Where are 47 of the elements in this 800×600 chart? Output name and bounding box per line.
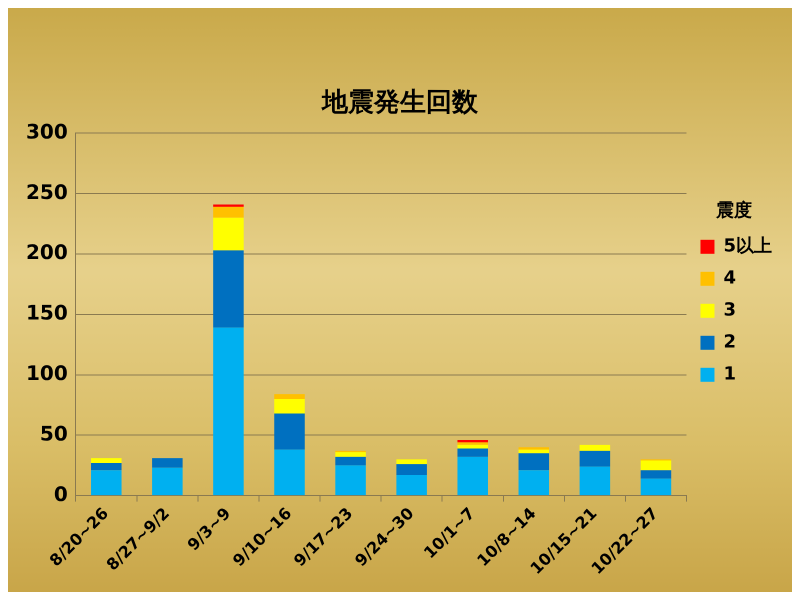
legend-label: 5以上 xyxy=(723,235,772,256)
bar xyxy=(91,462,122,470)
bar xyxy=(213,218,244,250)
y-tick-label: 150 xyxy=(26,300,68,325)
bar xyxy=(152,458,183,468)
y-tick-label: 50 xyxy=(40,421,68,446)
bar xyxy=(457,444,488,448)
bar xyxy=(640,470,672,479)
bar xyxy=(580,450,610,467)
bar xyxy=(457,456,488,496)
legend-title: 震度 xyxy=(715,200,752,221)
legend-label: 2 xyxy=(723,331,736,352)
chart-title: 地震発生回数 xyxy=(321,87,479,118)
bar xyxy=(213,250,244,328)
bar xyxy=(580,466,610,496)
y-tick-label: 200 xyxy=(26,240,68,264)
y-tick-label: 100 xyxy=(26,360,68,385)
bar xyxy=(396,475,427,496)
bar xyxy=(213,204,244,207)
y-tick-label: 0 xyxy=(54,482,68,506)
bar xyxy=(213,206,244,218)
bar xyxy=(91,470,122,496)
bar xyxy=(396,464,427,476)
legend-label: 4 xyxy=(723,267,736,288)
bar xyxy=(457,448,488,457)
legend-label: 1 xyxy=(723,363,736,384)
bar xyxy=(274,394,305,399)
bar xyxy=(274,398,305,414)
bar xyxy=(335,452,366,457)
bar xyxy=(396,459,427,464)
bar xyxy=(518,453,550,470)
bar xyxy=(518,450,550,454)
bar xyxy=(335,456,366,466)
bar xyxy=(580,444,610,451)
y-tick-label: 250 xyxy=(26,180,68,204)
legend-label: 3 xyxy=(723,299,736,320)
y-tick-label: 300 xyxy=(26,119,68,144)
bar xyxy=(640,478,672,496)
bar xyxy=(213,328,244,496)
bar xyxy=(335,465,366,496)
bar xyxy=(152,468,183,496)
bar xyxy=(274,413,305,450)
bar xyxy=(91,458,122,463)
bar xyxy=(274,450,305,496)
bar xyxy=(518,470,550,496)
bar xyxy=(640,460,672,470)
bar xyxy=(457,442,488,445)
